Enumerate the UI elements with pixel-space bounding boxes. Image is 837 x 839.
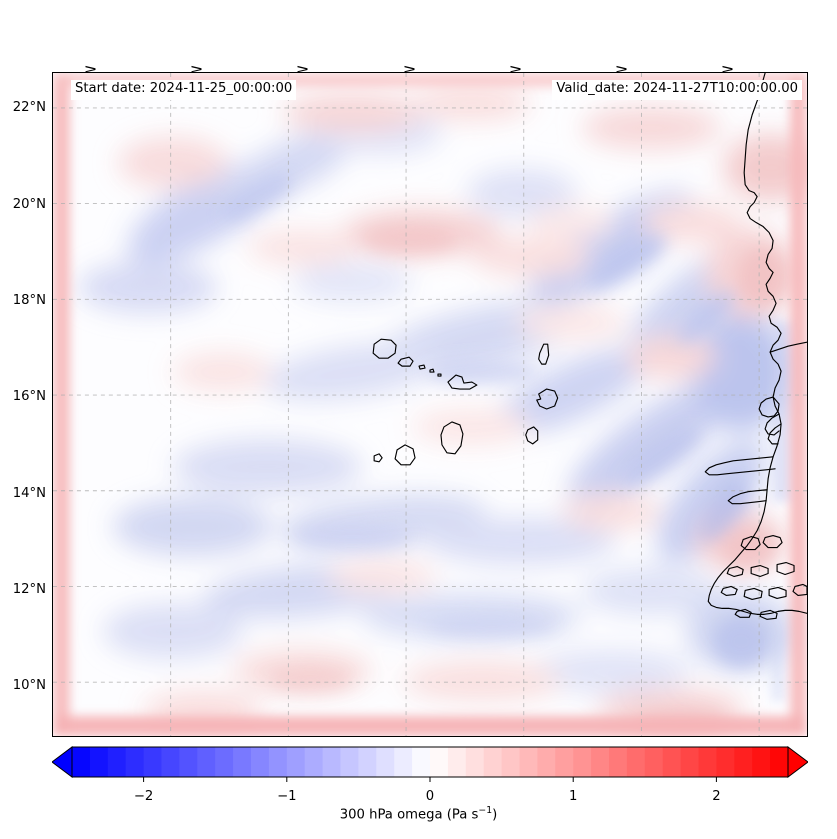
y-tick-label: 16°N xyxy=(12,389,46,405)
colorbar-tick-label: 1 xyxy=(568,789,578,804)
colorbar-band xyxy=(251,747,270,777)
colorbar-tick-label: −1 xyxy=(277,789,297,804)
valid-date-annotation: Valid_date: 2024-11-27T10:00:00.00 xyxy=(552,80,802,100)
y-tick-label: 14°N xyxy=(12,485,46,501)
colorbar-band xyxy=(72,747,91,777)
colorbar-band xyxy=(680,747,700,777)
colorbar-band xyxy=(555,747,574,777)
colorbar-band xyxy=(233,747,252,777)
colorbar-band xyxy=(268,747,288,777)
colorbar-band xyxy=(304,747,324,777)
annotation-layer: Start date: 2024-11-25_00:00:00 Valid_da… xyxy=(53,73,807,736)
colorbar-band xyxy=(430,747,449,777)
colorbar-band xyxy=(215,747,234,777)
colorbar-band xyxy=(125,747,145,777)
colorbar-band xyxy=(412,747,431,777)
y-tick-label: 20°N xyxy=(12,196,46,212)
y-tick-label: 18°N xyxy=(12,292,46,308)
colorbar-tick-label: 2 xyxy=(712,789,721,804)
colorbar-label-suffix: ) xyxy=(492,807,498,823)
colorbar-band xyxy=(358,747,377,777)
colorbar-axis-label: 300 hPa omega (Pa s−1) xyxy=(0,805,837,822)
colorbar-band xyxy=(161,747,180,777)
coastline-overlay xyxy=(53,73,807,736)
colorbar-band xyxy=(340,747,359,777)
map-gridlines xyxy=(53,73,807,736)
colorbar-band xyxy=(752,747,771,777)
colorbar-band xyxy=(626,747,646,777)
colorbar-band xyxy=(519,747,538,777)
colorbar-band xyxy=(698,747,717,777)
colorbar-band xyxy=(465,747,485,777)
y-tick-label: 12°N xyxy=(12,582,46,598)
colorbar-band xyxy=(179,747,198,777)
colorbar-band xyxy=(644,747,664,777)
colorbar-band xyxy=(197,747,216,777)
colorbar-band xyxy=(89,747,109,777)
colorbar-band xyxy=(537,747,556,777)
map-plot-area[interactable]: Start date: 2024-11-25_00:00:00 Valid_da… xyxy=(52,72,808,737)
colorbar-band xyxy=(143,747,163,777)
colorbar-tick-label: 0 xyxy=(425,789,435,804)
y-tick-label: 10°N xyxy=(12,678,46,694)
colorbar-label-exponent: −1 xyxy=(478,805,493,816)
colorbar-band xyxy=(716,747,735,777)
colorbar-band xyxy=(322,747,342,777)
colorbar-band xyxy=(376,747,395,777)
colorbar-band xyxy=(591,747,610,777)
colorbar-band xyxy=(107,747,127,777)
y-tick-label: 22°N xyxy=(12,100,46,116)
colorbar-band xyxy=(662,747,682,777)
colorbar-band xyxy=(770,747,789,777)
colorbar-tick-label: −2 xyxy=(133,789,154,804)
colorbar-band xyxy=(734,747,753,777)
colorbar-band xyxy=(573,747,592,777)
colorbar-band xyxy=(286,747,306,777)
colorbar[interactable] xyxy=(52,745,808,787)
omega-field-heatmap xyxy=(53,73,807,736)
colorbar-label-prefix: 300 hPa omega (Pa s xyxy=(339,807,479,823)
colorbar-band xyxy=(394,747,413,777)
colorbar-band xyxy=(447,747,467,777)
colorbar-band xyxy=(609,747,628,777)
start-date-annotation: Start date: 2024-11-25_00:00:00 xyxy=(71,80,297,100)
colorbar-band xyxy=(501,747,521,777)
colorbar-band xyxy=(483,747,503,777)
